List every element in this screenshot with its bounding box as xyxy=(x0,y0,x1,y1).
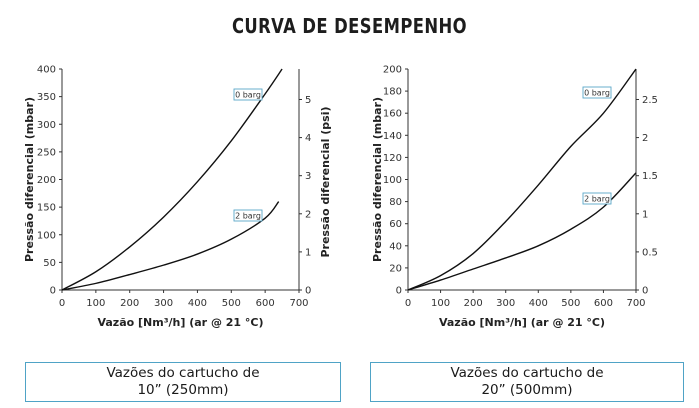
y-tick-label: 400 xyxy=(37,65,56,76)
y-axis-label: Pressão diferencial (mbar) xyxy=(371,97,384,262)
y-tick-label: 0 xyxy=(396,286,402,297)
y2-tick-label: 1 xyxy=(305,247,311,258)
series-label: 0 barg xyxy=(235,91,261,100)
x-tick-label: 200 xyxy=(464,298,483,309)
y2-axis-label: Pressão diferencial (psi) xyxy=(319,106,332,257)
y-tick-label: 180 xyxy=(383,87,402,98)
y-tick-label: 60 xyxy=(389,219,402,230)
y-tick-label: 140 xyxy=(383,131,402,142)
series-label-box xyxy=(233,88,263,101)
y2-tick-label: 2 xyxy=(305,209,311,220)
x-tick-label: 300 xyxy=(496,298,515,309)
y-tick-label: 160 xyxy=(383,109,402,120)
x-tick-label: 500 xyxy=(222,298,241,309)
y-axis-label: Pressão diferencial (mbar) xyxy=(23,97,36,262)
y2-tick-label: 2 xyxy=(642,133,648,144)
y2-tick-label: 5 xyxy=(305,95,311,106)
y2-tick-label: 2.5 xyxy=(642,95,658,106)
chart-10-inch: 0 100 200 300 400 500 600 700050100150200250300… xyxy=(23,65,332,330)
x-tick-label: 0 xyxy=(405,298,411,309)
y-tick-label: 300 xyxy=(37,120,56,131)
x-tick-label: 600 xyxy=(594,298,613,309)
y-tick-label: 40 xyxy=(389,241,402,252)
y-tick-label: 200 xyxy=(383,65,402,76)
x-axis-label: Vazão [Nm³/h] (ar @ 21 °C) xyxy=(439,316,605,329)
y2-tick-label: 0 xyxy=(642,286,648,297)
x-tick-label: 600 xyxy=(256,298,275,309)
y-tick-label: 80 xyxy=(389,197,402,208)
caption-20-inch: Vazões do cartucho de 20” (500mm) xyxy=(370,362,684,402)
x-tick-label: 700 xyxy=(289,298,308,309)
caption-line2: 10” (250mm) xyxy=(137,382,229,398)
series-line-0-barg xyxy=(61,68,283,291)
y-tick-label: 250 xyxy=(37,147,56,158)
series-label: 0 barg xyxy=(584,89,610,98)
y-tick-label: 100 xyxy=(383,175,402,186)
y2-tick-label: 4 xyxy=(305,133,311,144)
series-label: 2 barg xyxy=(235,212,261,221)
x-tick-label: 400 xyxy=(529,298,548,309)
series-label-box xyxy=(582,192,612,205)
page-title: CURVA DE DESEMPENHO xyxy=(231,14,468,38)
x-tick-label: 100 xyxy=(431,298,450,309)
series-label-box xyxy=(233,209,263,222)
y-tick-label: 100 xyxy=(37,230,56,241)
series-label-box xyxy=(582,86,612,99)
x-tick-label: 300 xyxy=(154,298,173,309)
y2-tick-label: 0 xyxy=(305,286,311,297)
caption-line1: Vazões do cartucho de xyxy=(106,365,260,381)
caption-line1: Vazões do cartucho de xyxy=(450,365,604,381)
y-tick-label: 50 xyxy=(43,258,56,269)
x-tick-label: 0 xyxy=(59,298,65,309)
y-tick-label: 20 xyxy=(389,263,402,274)
y-tick-label: 0 xyxy=(50,286,56,297)
x-tick-label: 400 xyxy=(188,298,207,309)
series-line-2-barg xyxy=(61,201,280,291)
x-tick-label: 700 xyxy=(626,298,645,309)
y-tick-label: 350 xyxy=(37,92,56,103)
x-axis-label: Vazão [Nm³/h] (ar @ 21 °C) xyxy=(97,316,263,329)
caption-line2: 20” (500mm) xyxy=(481,382,573,398)
x-tick-label: 100 xyxy=(86,298,105,309)
y2-tick-label: 1 xyxy=(642,209,648,220)
y-tick-label: 120 xyxy=(383,153,402,164)
x-tick-label: 200 xyxy=(120,298,139,309)
series-line-2-barg xyxy=(407,172,637,291)
chart-20-inch: 0 100 200 300 400 500 600 700020406080100120140… xyxy=(371,65,658,330)
series-line-0-barg xyxy=(407,68,637,291)
y2-tick-label: 0.5 xyxy=(642,247,658,258)
caption-10-inch: Vazões do cartucho de 10” (250mm) xyxy=(25,362,341,402)
x-tick-label: 500 xyxy=(561,298,580,309)
y2-tick-label: 3 xyxy=(305,171,311,182)
y2-tick-label: 1.5 xyxy=(642,171,658,182)
y-tick-label: 150 xyxy=(37,203,56,214)
y-tick-label: 200 xyxy=(37,175,56,186)
series-label: 2 barg xyxy=(584,195,610,204)
